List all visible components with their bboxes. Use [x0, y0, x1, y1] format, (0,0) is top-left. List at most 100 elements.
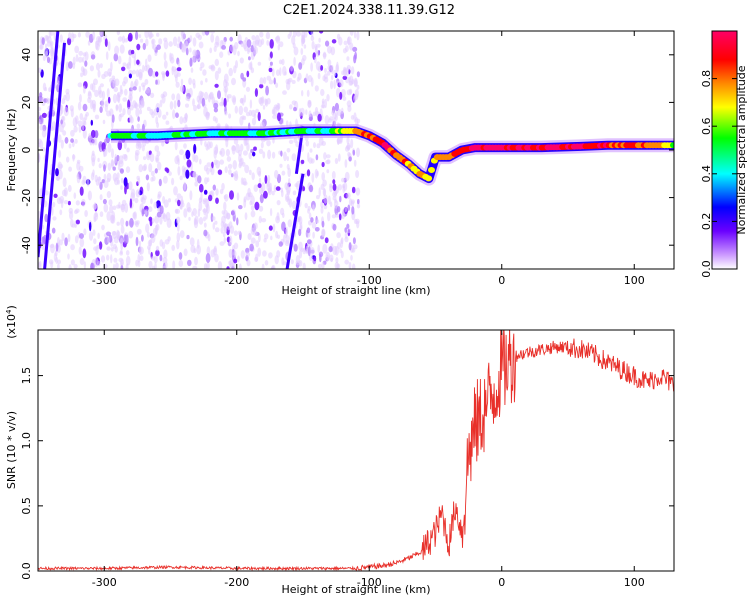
noise-speck [240, 157, 244, 165]
noise-speck [173, 100, 177, 110]
noise-speck [205, 78, 208, 83]
noise-speck [116, 92, 120, 103]
noise-speck [258, 148, 264, 154]
noise-speck [131, 69, 137, 75]
noise-speck [228, 113, 232, 119]
noise-speck [258, 233, 261, 243]
noise-speck [250, 237, 256, 244]
noise-speck [269, 61, 273, 66]
noise-speck [130, 49, 135, 55]
noise-speck [81, 123, 85, 131]
noise-speck [214, 227, 220, 233]
noise-speck [298, 107, 302, 118]
noise-speck [304, 31, 308, 38]
noise-speck [244, 212, 248, 221]
noise-speck [305, 109, 308, 115]
noise-speck [45, 35, 50, 41]
noise-speck [282, 90, 287, 95]
noise-speck [339, 79, 344, 88]
noise-speck [77, 120, 83, 127]
noise-speck [145, 223, 150, 233]
noise-speck [220, 226, 224, 234]
noise-speck [325, 40, 330, 47]
noise-speck [113, 86, 119, 93]
noise-speck [95, 62, 101, 71]
noise-speck [72, 33, 77, 39]
noise-speck [353, 54, 357, 64]
noise-speck [65, 92, 70, 102]
noise-speck [257, 247, 262, 257]
noise-speck [179, 230, 185, 239]
noise-speck [166, 218, 172, 229]
noise-speck [247, 233, 252, 240]
noise-speck [316, 219, 320, 224]
noise-speck [50, 206, 54, 216]
noise-speck [151, 39, 155, 50]
noise-speck [248, 169, 252, 176]
noise-speck [113, 257, 118, 263]
noise-speck [217, 90, 221, 100]
noise-speck [340, 250, 344, 259]
noise-speck [335, 64, 340, 73]
noise-speck [322, 243, 328, 254]
noise-speck [150, 92, 155, 99]
noise-speck [225, 138, 229, 148]
noise-speck [242, 181, 248, 186]
noise-speck [138, 142, 143, 149]
noise-speck [164, 239, 170, 245]
noise-speck [39, 43, 44, 50]
noise-speck [215, 197, 219, 204]
noise-speckles [38, 31, 361, 269]
noise-speck [308, 157, 313, 164]
noise-speck [213, 45, 217, 53]
noise-speck [145, 38, 149, 47]
y-tick-label: 1.0 [20, 432, 33, 450]
y-tick-label: 0.5 [20, 497, 33, 515]
noise-speck [248, 62, 253, 70]
noise-speck [122, 108, 126, 116]
noise-speck [51, 227, 56, 234]
noise-speck [59, 123, 64, 133]
noise-speck [44, 213, 49, 223]
noise-speck [133, 55, 137, 66]
noise-speck [103, 148, 106, 158]
noise-speck [339, 91, 343, 100]
noise-speck [138, 103, 141, 108]
noise-speck [202, 69, 207, 76]
noise-speck [323, 204, 328, 210]
noise-speck [334, 157, 339, 165]
noise-speck [188, 216, 191, 221]
noise-speck [91, 138, 96, 146]
noise-speck [257, 61, 262, 66]
noise-speck [301, 90, 304, 97]
snr-x-label: Height of straight line (km) [281, 583, 430, 596]
noise-speck [204, 31, 210, 36]
noise-speck [138, 164, 143, 173]
noise-speck [217, 261, 223, 269]
noise-speck [177, 166, 181, 176]
noise-speck [159, 215, 163, 225]
noise-speck [94, 257, 99, 268]
noise-speck [203, 208, 206, 216]
noise-speck [106, 211, 111, 222]
noise-speck [284, 182, 290, 190]
noise-speck [286, 163, 290, 170]
noise-speck [114, 45, 120, 55]
noise-speck [226, 156, 232, 162]
snr-series-line [38, 330, 674, 571]
noise-speck [346, 223, 350, 230]
noise-speck [293, 107, 297, 112]
noise-speck [317, 72, 321, 80]
noise-speck [271, 190, 275, 196]
noise-speck [321, 220, 325, 228]
noise-speck [142, 64, 145, 73]
noise-speck [123, 141, 127, 149]
noise-speck [346, 64, 351, 71]
noise-speck [356, 147, 360, 158]
noise-speck [259, 84, 264, 89]
noise-speck [320, 65, 324, 71]
noise-speck [168, 41, 173, 47]
noise-speck [342, 75, 348, 80]
noise-speck [324, 98, 328, 109]
noise-speck [104, 100, 109, 107]
